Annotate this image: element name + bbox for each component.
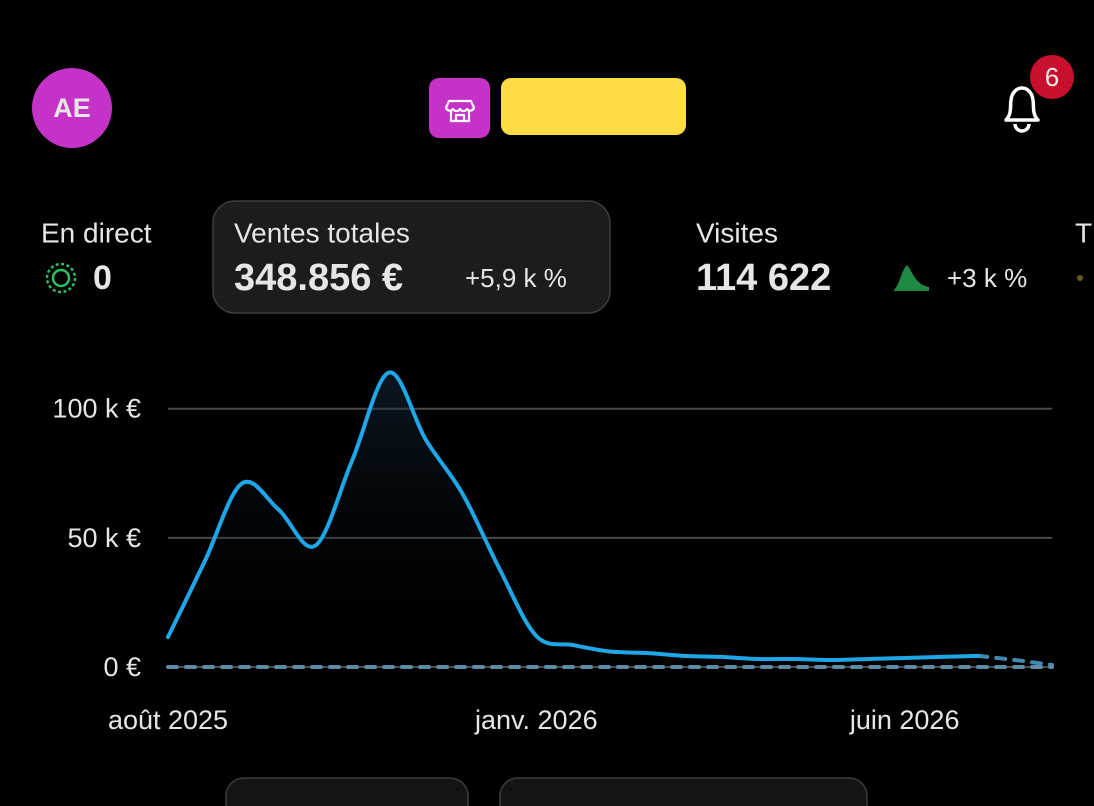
- bell-icon: [1004, 86, 1040, 133]
- metric-card: [212, 200, 611, 314]
- y-tick-label: 50 k €: [67, 523, 141, 553]
- metric-change: +3 k %: [947, 263, 1027, 293]
- avatar-circle: [32, 68, 112, 148]
- live-dot: [51, 268, 71, 288]
- metric-value: 0: [93, 259, 112, 297]
- notifications[interactable]: 6: [1004, 55, 1074, 133]
- sparkline-icon: [893, 265, 929, 291]
- badge-count: 6: [1045, 62, 1059, 92]
- store-icon: [429, 78, 490, 138]
- series-line: [166, 370, 981, 663]
- metric-dot: [1077, 275, 1083, 281]
- badge: [1030, 55, 1074, 99]
- button[interactable]: [499, 777, 868, 806]
- chart: 0 € 50 k € 100 k € août 2025 janv. 2026 juin …: [52, 370, 1054, 735]
- metric-visits[interactable]: Visites 114 622 +3 k %: [696, 218, 1027, 300]
- store-glyph: [444, 99, 476, 123]
- metric-label: En direct: [41, 218, 152, 249]
- live-ring: [45, 262, 77, 294]
- x-tick-label: août 2025: [108, 705, 228, 735]
- store-switcher[interactable]: [429, 78, 686, 138]
- metric-sales[interactable]: Ventes totales 348.856 € +5,9 k %: [212, 200, 611, 314]
- metric-change: +5,9 k %: [465, 263, 567, 293]
- x-tick-label: juin 2026: [849, 705, 960, 735]
- metric-label: T: [1075, 218, 1092, 249]
- metric-live[interactable]: En direct 0: [41, 218, 152, 298]
- y-tick-label: 0 €: [103, 652, 141, 682]
- metric-label: Ventes totales: [234, 218, 410, 249]
- metric-label: Visites: [696, 218, 778, 249]
- metric-cut[interactable]: T: [1075, 218, 1092, 282]
- avatar-initials: AE: [53, 93, 91, 123]
- area: [168, 372, 979, 667]
- metric-value: 114 622: [696, 257, 831, 299]
- button[interactable]: [225, 777, 469, 806]
- y-tick-label: 100 k €: [52, 394, 141, 424]
- x-tick-label: janv. 2026: [474, 705, 598, 735]
- store-name-redacted: [501, 78, 686, 135]
- avatar[interactable]: AE: [32, 68, 112, 148]
- metric-value: 348.856 €: [234, 257, 403, 299]
- series-line: [976, 653, 1054, 667]
